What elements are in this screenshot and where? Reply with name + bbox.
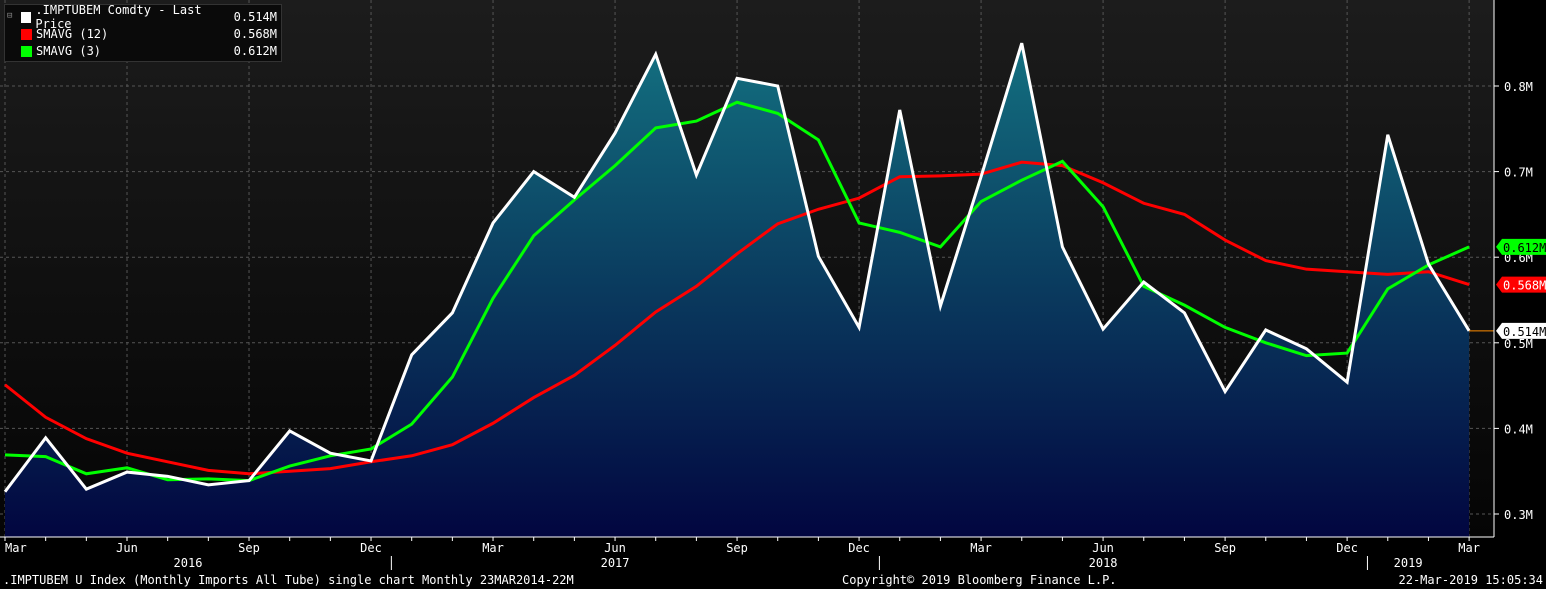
footer-timestamp: 22-Mar-2019 15:05:34 <box>1398 573 1544 587</box>
x-tick-label: Jun <box>604 541 626 555</box>
legend-value: 0.612M <box>233 44 277 58</box>
footer-description: .IMPTUBEM U Index (Monthly Imports All T… <box>3 573 574 587</box>
x-tick-label: Sep <box>238 541 260 555</box>
collapse-icon[interactable]: ⊟ <box>7 11 13 21</box>
last-value-tag <box>1496 322 1546 339</box>
last-value-tag-label: 0.612M <box>1503 241 1546 255</box>
x-tick-label: Dec <box>360 541 382 555</box>
x-tick-label: Dec <box>848 541 870 555</box>
x-tick-label: Jun <box>1092 541 1114 555</box>
legend-item-smavg-12[interactable]: SMAVG (12) 0.568M <box>21 26 277 42</box>
legend-value: 0.514M <box>233 10 277 24</box>
x-tick-label: Mar <box>970 541 992 555</box>
year-label: 2018 <box>1089 556 1118 570</box>
legend-label: .IMPTUBEM Comdty - Last Price <box>35 3 202 31</box>
y-tick-label: 0.7M <box>1504 166 1533 180</box>
y-tick-label: 0.4M <box>1504 422 1533 436</box>
legend-label: SMAVG (12) <box>36 27 109 41</box>
last-value-tag <box>1496 238 1546 255</box>
legend-swatch-green <box>21 45 32 57</box>
legend-label: SMAVG (3) <box>36 44 102 58</box>
y-tick-label: 0.8M <box>1504 80 1533 94</box>
x-tick-label: Mar <box>1458 541 1480 555</box>
last-value-tag <box>1496 276 1546 293</box>
legend: .IMPTUBEM Comdty - Last Price 0.514M SMA… <box>4 3 282 62</box>
year-label: 2016 <box>174 556 203 570</box>
last-value-tag-label: 0.568M <box>1503 279 1546 293</box>
year-label: 2017 <box>601 556 630 570</box>
y-tick-label: 0.5M <box>1504 337 1533 351</box>
legend-swatch-red <box>21 28 32 40</box>
y-tick-label: 0.3M <box>1504 508 1533 522</box>
last-value-tag-label: 0.514M <box>1503 325 1546 339</box>
legend-item-last-price[interactable]: .IMPTUBEM Comdty - Last Price 0.514M <box>21 3 277 31</box>
footer-copyright: Copyright© 2019 Bloomberg Finance L.P. <box>842 573 1117 587</box>
legend-value: 0.568M <box>233 27 277 41</box>
series-line-last-price <box>3 42 1471 493</box>
price-area-fill <box>5 43 1470 537</box>
legend-swatch-white <box>21 11 32 23</box>
x-tick-label: Mar <box>5 541 27 555</box>
x-tick-label: Sep <box>1214 541 1236 555</box>
legend-item-smavg-3[interactable]: SMAVG (3) 0.612M <box>21 43 277 59</box>
x-tick-label: Dec <box>1336 541 1358 555</box>
series-line-smavg-12 <box>4 160 1470 476</box>
x-tick-label: Sep <box>726 541 748 555</box>
x-tick-label: Mar <box>482 541 504 555</box>
year-label: 2019 <box>1394 556 1423 570</box>
x-tick-label: Jun <box>116 541 138 555</box>
